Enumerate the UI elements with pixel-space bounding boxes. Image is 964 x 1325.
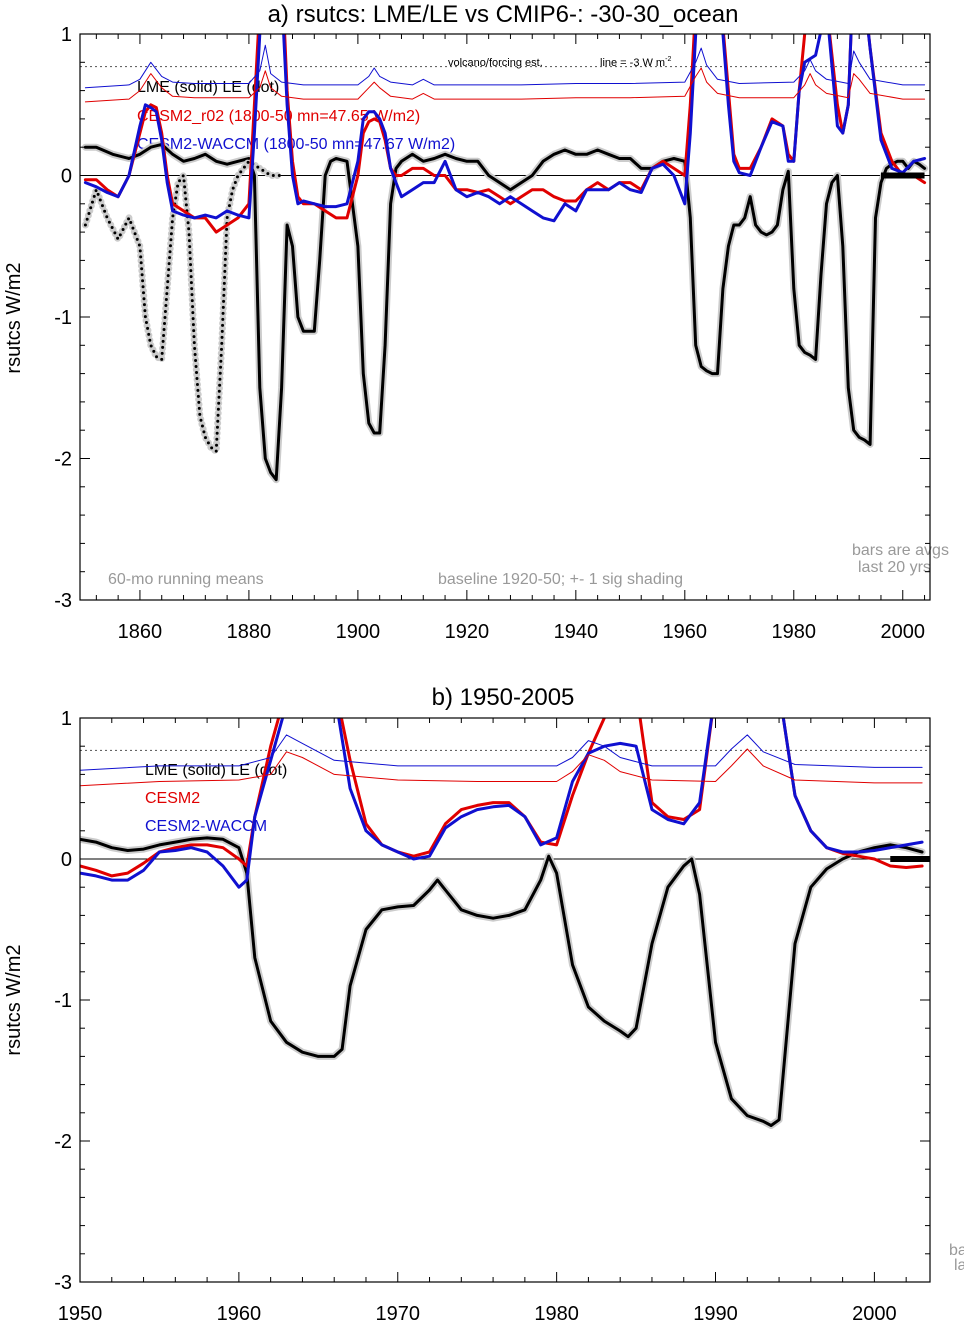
panel-b-ytick-label: -2 [54,1131,72,1153]
panel-a-note-line-sup: -2 [665,56,671,63]
panel-a-note-volcano: volcano/forcing est. [448,57,543,69]
panel-a-xtick-label: 1880 [227,621,272,643]
panel-a-note-running: 60-mo running means [108,571,264,588]
panel-a-legend-waccm: CESM2-WACCM (1800-50 mn=47.67 W/m2) [137,136,455,153]
panel-b-title: b) 1950-2005 [432,684,575,711]
panel-b-legend-cesm2: CESM2 [145,790,200,807]
panel-a-ylabel: rsutcs W/m2 [3,262,25,373]
panel-b-ytick-label: 1 [61,708,72,730]
panel-a-series-lme-solid [83,142,927,482]
panel-b: b) 1950-2005 rsutcs W/m2 LME (solid) LE … [3,684,964,1325]
panel-a-title: a) rsutcs: LME/LE vs CMIP6-: -30-30_ocea… [268,1,739,28]
panel-b-xtick-label: 1950 [58,1303,103,1325]
panel-b-series-cesm2-waccm [80,718,924,889]
panel-b-note-bars2: la [954,1257,964,1274]
panel-b-xtick-label: 1970 [376,1303,421,1325]
panel-b-series-cesm2 [80,718,924,878]
panel-a-xtick-label: 2000 [881,621,926,643]
panel-a-xtick-label: 1900 [336,621,381,643]
panel-b-series-lme-solid [80,836,924,1127]
panel-b-plot-area [80,718,930,1129]
panel-a-le-dot-shading [81,157,286,455]
panel-b-note-bars1: ba [949,1242,964,1259]
panel-a-xtick-label: 1980 [772,621,817,643]
panel-a: a) rsutcs: LME/LE vs CMIP6-: -30-30_ocea… [3,1,949,643]
panel-a-ytick-label: -1 [54,307,72,329]
panel-b-xtick-label: 1980 [534,1303,579,1325]
panel-a-note-line-text: line = -3 W m [600,57,665,69]
panel-b-ytick-label: 0 [61,849,72,871]
panel-b-xtick-label: 1960 [217,1303,262,1325]
panel-a-lme-solid-shading [81,140,929,484]
panel-b-series-cesm2-forcing-est [80,748,923,787]
panel-b-ytick-label: -3 [54,1272,72,1294]
panel-a-note-bars1: bars are avgs [852,542,949,559]
panel-a-xtick-label: 1860 [118,621,163,643]
panel-b-lme-solid-shading [80,834,926,1129]
panel-a-ytick-label: -2 [54,449,72,471]
panel-a-plot-area [80,34,930,484]
panel-a-series-cesm2-r02-forcing-est [84,67,926,103]
panel-a-note-baseline: baseline 1920-50; +- 1 sig shading [438,571,683,588]
panel-a-series-cesm2-waccm-forcing-est [84,44,926,89]
panel-b-ytick-label: -1 [54,990,72,1012]
panel-a-ytick-label: -3 [54,590,72,612]
panel-a-xtick-label: 1920 [445,621,490,643]
panel-b-legend-waccm: CESM2-WACCM [145,818,267,835]
panel-b-series-cesm2-waccm-forcing-est [80,734,923,771]
panel-a-xtick-label: 1960 [663,621,708,643]
panel-b-xtick-label: 1990 [693,1303,738,1325]
panel-a-legend-cesm2: CESM2_r02 (1800-50 mn=47.65 W/m2) [137,108,420,125]
panel-a-series-cesm2-waccm [83,34,927,223]
panel-b-ylabel: rsutcs W/m2 [3,944,25,1055]
panel-a-note-bars2: last 20 yrs [858,559,931,576]
panel-a-ytick-label: 1 [61,24,72,46]
panel-b-xtick-label: 2000 [852,1303,897,1325]
panel-a-xtick-label: 1940 [554,621,599,643]
panel-a-ytick-label: 0 [61,166,72,188]
